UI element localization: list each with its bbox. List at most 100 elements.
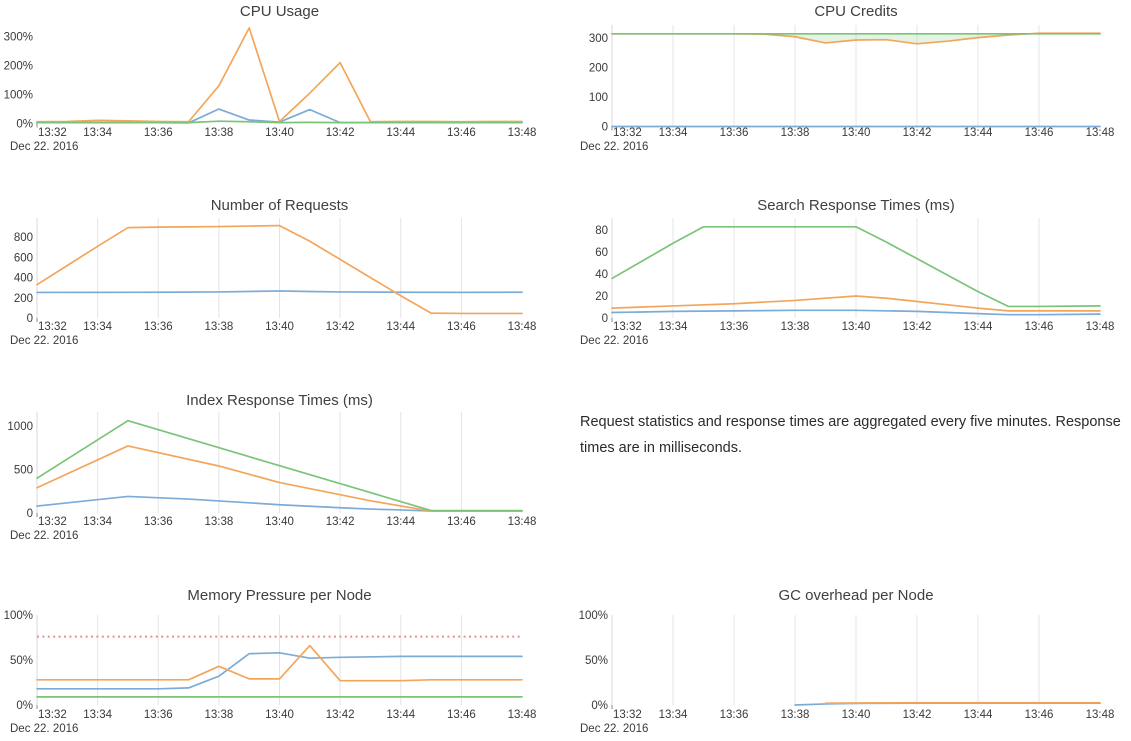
x-tick-label: 13:44 (386, 321, 415, 333)
y-tick-label: 80 (595, 225, 608, 237)
x-tick-label: 13:32 (38, 321, 67, 333)
x-tick-label: 13:42 (903, 709, 932, 721)
x-tick-label: 13:44 (964, 127, 993, 139)
date-label: Dec 22. 2016 (10, 141, 78, 153)
x-tick-label: 13:46 (1025, 127, 1054, 139)
chart-number-of-requests: 13:32 13:34 13:36 13:38 13:40 13:42 13:44 13:46… (10, 218, 536, 347)
y-tick-label: 200 (589, 63, 608, 75)
x-tick-label: 13:46 (1025, 709, 1054, 721)
x-tick-label: 13:36 (720, 321, 749, 333)
x-tick-label: 13:44 (386, 709, 415, 721)
y-tick-label: 0 (27, 313, 33, 325)
series-line-blue (611, 309, 1101, 316)
y-tick-label: 100% (4, 610, 33, 622)
x-tick-label: 13:46 (447, 127, 476, 139)
x-tick-label: 13:48 (508, 321, 537, 333)
chart-title-index-response-times: Index Response Times (ms) (186, 392, 373, 409)
series-line-orange (36, 27, 523, 123)
chart-cpu-credits: 13:32 13:34 13:36 13:38 13:40 13:42 13:44 13:46… (580, 25, 1114, 153)
y-tick-label: 300% (4, 32, 33, 44)
x-tick-label: 13:36 (720, 709, 749, 721)
chart-title-number-of-requests: Number of Requests (210, 197, 349, 214)
x-tick-label: 13:36 (144, 709, 173, 721)
x-tick-label: 13:48 (1086, 321, 1115, 333)
x-tick-label: 13:38 (204, 516, 233, 528)
x-tick-label: 13:48 (508, 516, 537, 528)
series-line-blue (36, 651, 523, 690)
x-tick-label: 13:46 (447, 709, 476, 721)
y-tick-label: 0% (591, 700, 608, 712)
x-tick-label: 13:40 (842, 127, 871, 139)
y-tick-label: 0 (602, 313, 608, 325)
y-tick-label: 0 (602, 122, 608, 134)
x-tick-label: 13:40 (265, 709, 294, 721)
x-tick-label: 13:44 (386, 516, 415, 528)
y-tick-label: 0 (27, 508, 33, 520)
y-tick-label: 200% (4, 61, 33, 73)
x-tick-label: 13:44 (964, 709, 993, 721)
y-tick-label: 300 (589, 33, 608, 45)
date-label: Dec 22. 2016 (580, 723, 648, 735)
x-tick-label: 13:32 (613, 321, 642, 333)
x-tick-label: 13:38 (204, 321, 233, 333)
date-label: Dec 22. 2016 (580, 141, 648, 153)
x-tick-label: 13:38 (781, 709, 810, 721)
chart-title-memory-pressure: Memory Pressure per Node (187, 587, 372, 604)
x-tick-label: 13:32 (613, 127, 642, 139)
series-line-green (36, 419, 523, 512)
date-label: Dec 22. 2016 (10, 335, 78, 347)
x-tick-label: 13:40 (842, 709, 871, 721)
x-tick-label: 13:38 (204, 127, 233, 139)
series-line-blue (36, 495, 523, 512)
y-tick-label: 50% (10, 655, 33, 667)
series-line-orange (36, 445, 523, 512)
x-tick-label: 13:38 (781, 127, 810, 139)
x-tick-label: 13:36 (144, 321, 173, 333)
date-label: Dec 22. 2016 (10, 723, 78, 735)
y-tick-label: 100% (4, 90, 33, 102)
x-tick-label: 13:38 (781, 321, 810, 333)
x-tick-label: 13:42 (326, 127, 355, 139)
chart-title-cpu-credits: CPU Credits (814, 3, 898, 20)
chart-title-search-response-times: Search Response Times (ms) (757, 197, 955, 214)
chart-gc-overhead: 13:32 13:34 13:36 13:38 13:40 13:42 13:44 13:46… (579, 610, 1115, 735)
y-tick-label: 60 (595, 247, 608, 259)
y-tick-label: 500 (14, 464, 33, 476)
x-tick-label: 13:48 (1086, 709, 1115, 721)
x-tick-label: 13:34 (83, 516, 112, 528)
x-tick-label: 13:34 (659, 709, 688, 721)
x-tick-label: 13:40 (842, 321, 871, 333)
x-tick-label: 13:42 (326, 321, 355, 333)
note-text: Request statistics and response times ar… (580, 414, 1121, 456)
x-tick-label: 13:36 (720, 127, 749, 139)
series-line-green (611, 225, 1101, 308)
y-tick-label: 100 (589, 92, 608, 104)
series-line-orange (611, 295, 1101, 312)
chart-cpu-usage: 13:32 13:34 13:36 13:38 13:40 13:42 13:44 13:46… (4, 27, 536, 153)
series-line-green (36, 120, 523, 124)
series-line-blue (36, 290, 523, 294)
series-line-orange (36, 224, 523, 315)
x-tick-label: 13:32 (38, 516, 67, 528)
y-tick-label: 20 (595, 291, 608, 303)
x-tick-label: 13:38 (204, 709, 233, 721)
x-tick-label: 13:42 (903, 321, 932, 333)
x-tick-label: 13:34 (83, 321, 112, 333)
y-tick-label: 600 (14, 252, 33, 264)
chart-search-response-times: 13:32 13:34 13:36 13:38 13:40 13:42 13:44 13:46… (580, 218, 1114, 347)
date-label: Dec 22. 2016 (10, 530, 78, 542)
x-tick-label: 13:48 (1086, 127, 1115, 139)
x-tick-label: 13:42 (326, 709, 355, 721)
fill-between-area (612, 33, 1100, 44)
chart-memory-pressure: 13:32 13:34 13:36 13:38 13:40 13:42 13:44 13:46… (4, 610, 537, 735)
chart-title-cpu-usage: CPU Usage (239, 3, 320, 20)
y-tick-label: 800 (14, 232, 33, 244)
y-tick-label: 1000 (7, 421, 33, 433)
x-tick-label: 13:48 (508, 709, 537, 721)
chart-title-gc-overhead: GC overhead per Node (778, 587, 934, 604)
y-tick-label: 200 (14, 293, 33, 305)
x-tick-label: 13:46 (1025, 321, 1054, 333)
x-tick-label: 13:34 (659, 127, 688, 139)
